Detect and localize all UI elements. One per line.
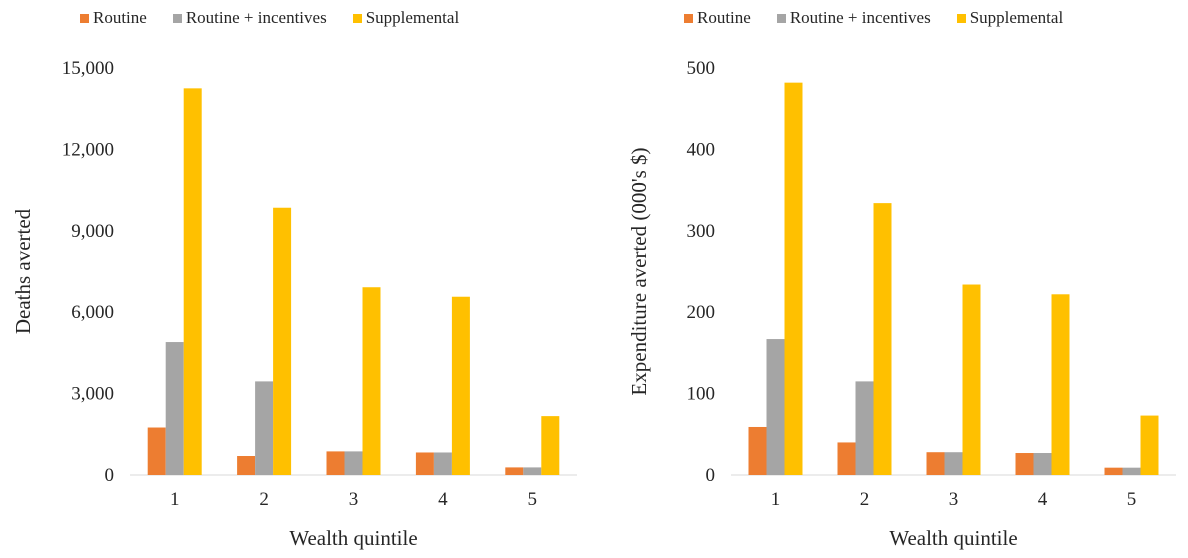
bar-routine	[748, 426, 767, 475]
bar-supplemental	[451, 296, 470, 475]
legend-swatch-routine-incentives	[776, 13, 786, 23]
bar-routine	[147, 427, 166, 475]
legend-item-routine-incentives: Routine + incentives	[776, 8, 931, 28]
bar-routine-incentives	[855, 381, 874, 475]
legend: Routine Routine + incentives Supplementa…	[684, 8, 1089, 28]
y-tick-label: 400	[687, 139, 716, 160]
x-tick-label: 5	[528, 489, 538, 510]
bar-supplemental	[541, 416, 560, 475]
x-tick-label: 1	[771, 489, 781, 510]
x-axis-title: Wealth quintile	[889, 526, 1017, 550]
bar-supplemental	[273, 207, 292, 475]
x-tick-label: 1	[170, 489, 180, 510]
legend-item-supplemental: Supplemental	[352, 8, 460, 28]
bar-routine-incentives	[944, 452, 963, 475]
bar-routine-incentives	[1122, 467, 1141, 475]
legend-swatch-supplemental	[352, 13, 362, 23]
x-tick-label: 4	[438, 489, 448, 510]
bar-supplemental	[1140, 415, 1159, 475]
legend-swatch-routine-incentives	[172, 13, 182, 23]
legend-label-supplemental: Supplemental	[969, 8, 1064, 27]
legend-swatch-routine	[80, 13, 89, 23]
legend: Routine Routine + incentives Supplementa…	[80, 8, 485, 28]
y-tick-label: 3,000	[71, 384, 114, 405]
legend-item-routine: Routine	[80, 8, 147, 28]
bar-routine-incentives	[433, 452, 452, 475]
y-tick-label: 300	[687, 221, 716, 242]
expenditure-averted-plot: 0 100 200 300 400 500 1 2 3 4 5 Wealth quintile Expe…	[627, 58, 1176, 550]
bar-routine	[837, 442, 856, 475]
legend-swatch-routine	[684, 13, 693, 23]
deaths-averted-chart: Routine Routine + incentives Supplementa…	[0, 0, 594, 553]
bar-supplemental	[362, 287, 381, 475]
x-tick-label: 2	[860, 489, 870, 510]
x-tick-label: 5	[1127, 489, 1137, 510]
bar-supplemental	[1051, 294, 1070, 475]
bar-routine	[1104, 467, 1123, 475]
legend-label-routine-incentives: Routine + incentives	[789, 8, 931, 27]
y-axis-title: Expenditure averted (000's $)	[627, 147, 651, 395]
expenditure-averted-chart: Routine Routine + incentives Supplementa…	[594, 0, 1188, 553]
legend-swatch-supplemental	[956, 13, 966, 23]
bar-routine-incentives	[255, 381, 274, 475]
y-tick-label: 100	[687, 384, 716, 405]
bar-routine-incentives	[165, 342, 184, 475]
y-axis-title: Deaths averted	[11, 208, 35, 334]
y-tick-label: 6,000	[71, 302, 114, 323]
y-tick-label: 12,000	[62, 139, 114, 160]
bar-routine	[1015, 453, 1034, 475]
bar-routine-incentives	[344, 451, 363, 475]
legend-item-routine-incentives: Routine + incentives	[172, 8, 327, 28]
x-tick-label: 3	[349, 489, 359, 510]
y-tick-label: 9,000	[71, 221, 114, 242]
bar-routine	[926, 452, 945, 475]
bar-routine	[505, 467, 524, 475]
legend-item-routine: Routine	[684, 8, 751, 28]
y-tick-label: 200	[687, 302, 716, 323]
bar-routine	[237, 456, 256, 475]
bar-routine-incentives	[523, 467, 542, 475]
x-tick-label: 4	[1038, 489, 1048, 510]
y-tick-label: 15,000	[62, 58, 114, 79]
legend-label-supplemental: Supplemental	[365, 8, 460, 27]
x-tick-label: 2	[259, 489, 269, 510]
bar-routine-incentives	[1033, 453, 1052, 475]
deaths-averted-plot: 0 3,000 6,000 9,000 12,000 15,000 1 2 3 4 5 Wealth …	[11, 58, 577, 550]
y-tick-label: 0	[105, 465, 115, 486]
x-axis-title: Wealth quintile	[289, 526, 417, 550]
y-tick-label: 0	[706, 465, 716, 486]
bar-supplemental	[962, 284, 981, 475]
bar-routine	[326, 451, 345, 475]
legend-label-routine-incentives: Routine + incentives	[185, 8, 327, 27]
bar-supplemental	[873, 203, 892, 475]
y-tick-label: 500	[687, 58, 716, 79]
legend-label-routine: Routine	[697, 8, 751, 27]
bar-routine	[415, 452, 434, 475]
bar-supplemental	[183, 88, 202, 475]
x-tick-label: 3	[949, 489, 959, 510]
bar-supplemental	[784, 82, 803, 475]
bar-routine-incentives	[766, 339, 785, 475]
legend-label-routine: Routine	[93, 8, 147, 27]
legend-item-supplemental: Supplemental	[956, 8, 1064, 28]
